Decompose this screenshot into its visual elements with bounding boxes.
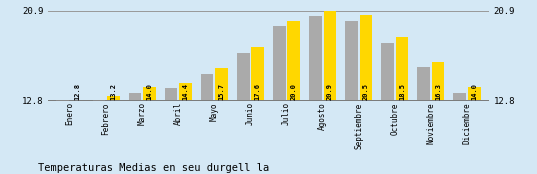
- Bar: [468, 87, 481, 100]
- Bar: [251, 47, 264, 100]
- Text: 20.0: 20.0: [291, 83, 297, 100]
- Bar: [396, 37, 408, 100]
- Bar: [92, 100, 105, 101]
- Bar: [56, 100, 69, 106]
- Text: 14.0: 14.0: [147, 83, 153, 100]
- Bar: [323, 11, 336, 100]
- Text: 14.4: 14.4: [183, 83, 188, 100]
- Bar: [215, 68, 228, 100]
- Text: 14.0: 14.0: [471, 83, 477, 100]
- Text: 12.8: 12.8: [74, 83, 80, 100]
- Bar: [381, 43, 394, 100]
- Bar: [345, 21, 358, 100]
- Text: 20.9: 20.9: [327, 83, 333, 100]
- Text: Temperaturas Medias en seu durgell la: Temperaturas Medias en seu durgell la: [38, 163, 269, 173]
- Text: 17.6: 17.6: [255, 83, 260, 100]
- Bar: [201, 74, 214, 100]
- Text: 16.3: 16.3: [435, 83, 441, 100]
- Bar: [165, 88, 177, 100]
- Bar: [107, 96, 120, 100]
- Bar: [129, 93, 141, 100]
- Bar: [417, 67, 430, 100]
- Bar: [179, 83, 192, 100]
- Text: 18.5: 18.5: [399, 83, 405, 100]
- Bar: [453, 93, 466, 100]
- Text: 13.2: 13.2: [110, 83, 117, 100]
- Bar: [143, 87, 156, 100]
- Bar: [432, 62, 445, 100]
- Bar: [309, 16, 322, 100]
- Bar: [360, 15, 372, 100]
- Bar: [237, 53, 250, 100]
- Text: 20.5: 20.5: [363, 83, 369, 100]
- Text: 15.7: 15.7: [219, 83, 224, 100]
- Bar: [287, 21, 300, 100]
- Bar: [273, 26, 286, 100]
